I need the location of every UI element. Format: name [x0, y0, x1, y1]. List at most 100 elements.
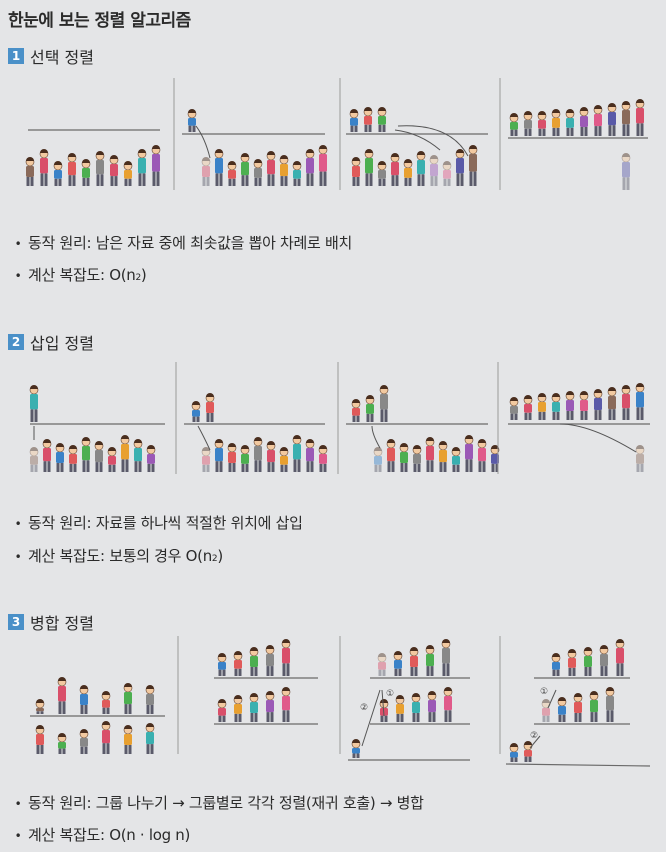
person-figure-icon: [573, 693, 583, 722]
person-figure-icon: [411, 693, 421, 722]
principle-text: 그룹 나누기 → 그룹별로 각각 정렬(재귀 호출) → 병합: [95, 794, 424, 812]
person-figure-icon: [363, 107, 373, 132]
arrow-icon: [529, 735, 541, 749]
person-figure-icon: [35, 699, 45, 714]
person-figure-icon: [281, 687, 291, 722]
person-figure-icon: [390, 153, 400, 186]
person-figure-icon: [425, 437, 435, 472]
person-figure-icon: [101, 691, 111, 714]
principle-line: • 동작 원리: 남은 자료 중에 최솟값을 뽑아 차례로 배치: [8, 232, 353, 253]
section-number-badge: 2: [8, 334, 24, 350]
bullet-dot-icon: •: [14, 517, 22, 531]
person-figure-icon: [468, 145, 478, 186]
principle-label: 동작 원리:: [28, 234, 92, 252]
person-figure-icon: [266, 151, 276, 186]
complexity-label: 계산 복잡도:: [28, 826, 105, 844]
selection-sort-illustration: [25, 78, 648, 190]
person-figure-icon: [79, 685, 89, 714]
person-figure-icon: [567, 649, 577, 676]
person-figure-icon: [386, 439, 396, 472]
person-figure-icon: [123, 161, 133, 186]
person-figure-icon: [605, 687, 615, 722]
person-figure-icon: [81, 437, 91, 472]
person-figure-icon: [187, 109, 197, 132]
person-figure-icon: [399, 443, 409, 472]
person-figure-icon: [523, 395, 533, 420]
person-figure-icon: [55, 443, 65, 472]
person-figure-icon: [217, 699, 227, 722]
person-figure-icon: [373, 447, 383, 472]
person-figure-icon: [249, 693, 259, 722]
person-figure-icon: [214, 149, 224, 186]
person-figure-icon: [205, 393, 215, 422]
person-figure-icon: [137, 149, 147, 186]
arrow-icon: [547, 689, 557, 709]
person-figure-icon: [201, 157, 211, 186]
person-figure-icon: [635, 445, 645, 472]
person-figure-icon: [579, 391, 589, 420]
person-figure-icon: [635, 383, 645, 420]
person-figure-icon: [120, 435, 130, 472]
person-figure-icon: [464, 435, 474, 472]
step-marker-1: ①: [386, 689, 394, 699]
arrow-icon: [195, 125, 211, 159]
person-figure-icon: [265, 645, 275, 676]
person-figure-icon: [621, 153, 631, 190]
person-figure-icon: [109, 155, 119, 186]
divider-line: [505, 763, 651, 767]
person-figure-icon: [318, 145, 328, 186]
person-figure-icon: [201, 447, 211, 472]
section-name: 병합 정렬: [30, 614, 94, 633]
step-marker-2: ②: [530, 731, 538, 741]
bullet-dot-icon: •: [14, 829, 22, 843]
person-figure-icon: [266, 441, 276, 472]
person-figure-icon: [593, 105, 603, 136]
person-figure-icon: [438, 441, 448, 472]
person-figure-icon: [615, 639, 625, 676]
merge-sort-illustration: ① ② ① ②: [30, 636, 651, 767]
person-figure-icon: [292, 435, 302, 472]
person-figure-icon: [607, 387, 617, 420]
section-head-merge: 3 병합 정렬: [8, 610, 94, 634]
person-figure-icon: [537, 111, 547, 136]
person-figure-icon: [393, 651, 403, 676]
person-figure-icon: [593, 389, 603, 420]
person-figure-icon: [81, 159, 91, 186]
person-figure-icon: [551, 109, 561, 136]
person-figure-icon: [68, 445, 78, 472]
bullet-dot-icon: •: [14, 550, 22, 564]
section-head-insertion: 2 삽입 정렬: [8, 330, 94, 354]
person-figure-icon: [589, 691, 599, 722]
person-figure-icon: [101, 721, 111, 754]
complexity-line: • 계산 복잡도: O(n · log n): [8, 824, 191, 845]
person-figure-icon: [477, 439, 487, 472]
person-figure-icon: [265, 691, 275, 722]
person-figure-icon: [39, 149, 49, 186]
person-figure-icon: [551, 393, 561, 420]
person-figure-icon: [227, 443, 237, 472]
person-figure-icon: [133, 439, 143, 472]
arrow-icon: [371, 425, 381, 449]
complexity-line: • 계산 복잡도: 보통의 경우 O(n 2): [8, 545, 224, 566]
complexity-sup: 2: [211, 554, 218, 564]
person-figure-icon: [279, 447, 289, 472]
person-figure-icon: [145, 685, 155, 714]
person-figure-icon: [429, 155, 439, 186]
person-figure-icon: [379, 385, 389, 422]
person-figure-icon: [217, 653, 227, 676]
arrow-icon: [361, 689, 381, 747]
person-figure-icon: [443, 687, 453, 722]
person-figure-icon: [349, 109, 359, 132]
person-figure-icon: [233, 695, 243, 722]
person-figure-icon: [214, 439, 224, 472]
insertion-sort-illustration: [29, 362, 650, 474]
person-figure-icon: [94, 441, 104, 472]
bullet-dot-icon: •: [14, 269, 22, 283]
person-figure-icon: [377, 107, 387, 132]
principle-text: 자료를 하나씩 적절한 위치에 삽입: [95, 514, 303, 532]
person-figure-icon: [53, 161, 63, 186]
person-figure-icon: [123, 725, 133, 754]
person-figure-icon: [35, 725, 45, 754]
person-figure-icon: [537, 393, 547, 420]
person-figure-icon: [351, 399, 361, 422]
